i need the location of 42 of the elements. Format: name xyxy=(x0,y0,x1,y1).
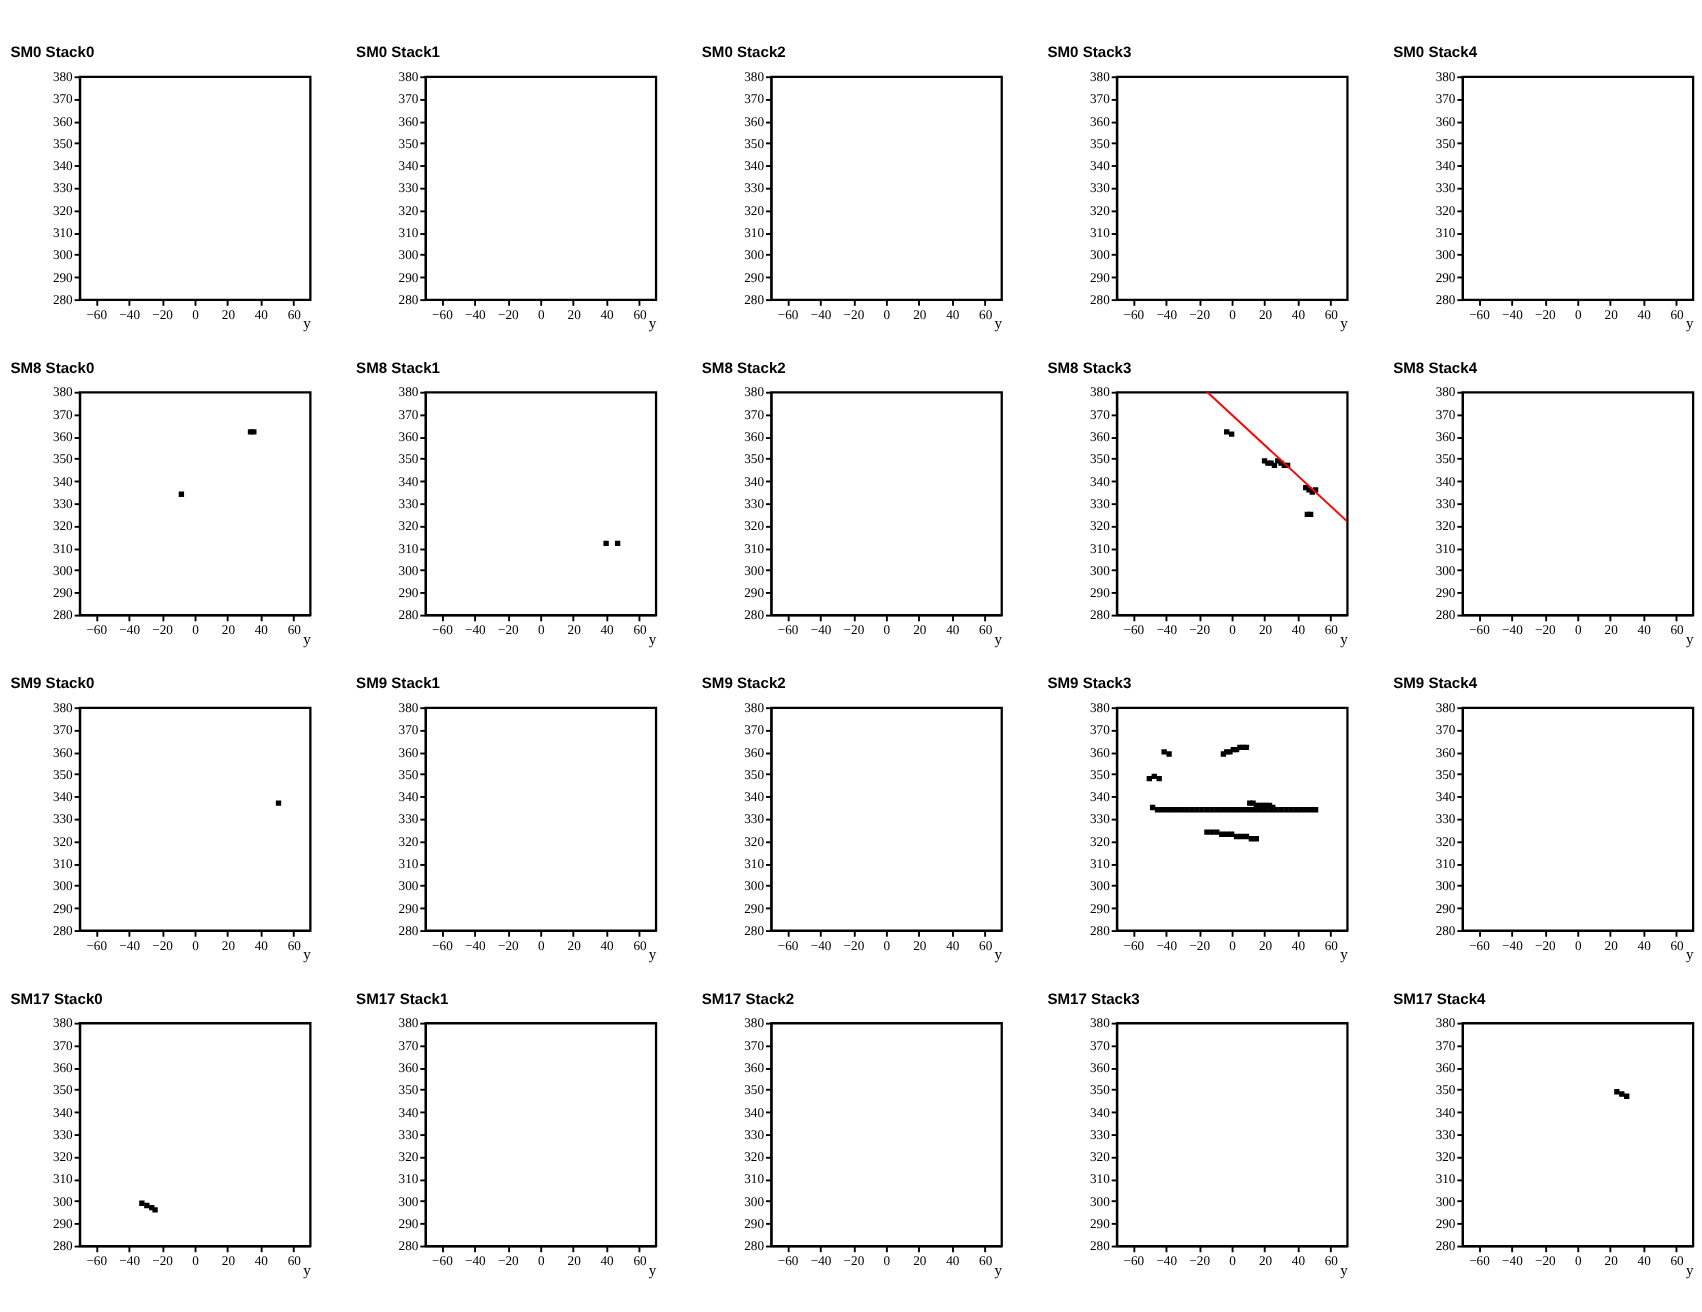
chart-title: SM9 Stack2 xyxy=(701,674,786,693)
point xyxy=(1228,431,1235,437)
x-axis-title: y xyxy=(994,1260,1003,1279)
chart-title: SM9 Stack0 xyxy=(10,674,95,693)
chart-title: SM17 Stack2 xyxy=(701,989,795,1008)
chart-title: SM9 Stack1 xyxy=(356,674,440,693)
x-axis-title: y xyxy=(1340,314,1349,333)
x-axis-title: y xyxy=(648,629,657,648)
chart-title: SM9 Stack4 xyxy=(1393,674,1479,693)
x-axis-title: y xyxy=(648,1260,657,1279)
chart-title: SM17 Stack3 xyxy=(1047,989,1140,1008)
x-axis-title: y xyxy=(994,629,1003,648)
chart-title: SM17 Stack1 xyxy=(356,989,449,1008)
chart-title: SM0 Stack1 xyxy=(356,43,440,62)
chart-title: SM9 Stack3 xyxy=(1047,674,1132,693)
chart-title: SM0 Stack4 xyxy=(1393,43,1479,62)
chart-title: SM0 Stack2 xyxy=(701,43,786,62)
chart-title: SM0 Stack3 xyxy=(1047,43,1132,62)
chart-title: SM8 Stack2 xyxy=(701,358,786,377)
chart-title: SM8 Stack0 xyxy=(10,358,95,377)
point xyxy=(1224,429,1230,435)
chart-title: SM8 Stack1 xyxy=(356,358,440,377)
chart-title: SM17 Stack4 xyxy=(1393,989,1488,1008)
x-axis-title: y xyxy=(1685,629,1694,648)
x-axis-title: y xyxy=(994,945,1003,964)
x-axis-title: y xyxy=(648,314,657,333)
x-axis-title: y xyxy=(1340,1260,1349,1279)
chart-title: SM8 Stack3 xyxy=(1047,358,1132,377)
x-axis-title: y xyxy=(303,1260,312,1279)
x-axis-title: y xyxy=(1685,1260,1694,1279)
chart-title: SM0 Stack0 xyxy=(10,43,95,62)
x-axis-title: y xyxy=(303,945,312,964)
x-axis-title: y xyxy=(648,945,657,964)
x-axis-title: y xyxy=(1340,629,1349,648)
x-axis-title: y xyxy=(303,629,312,648)
chart-title: SM17 Stack0 xyxy=(10,989,103,1008)
x-axis-title: y xyxy=(1685,945,1694,964)
chart-title: SM8 Stack4 xyxy=(1393,358,1479,377)
x-axis-title: y xyxy=(303,314,312,333)
x-axis-title: y xyxy=(994,314,1003,333)
x-axis-title: y xyxy=(1685,314,1694,333)
x-axis-title: y xyxy=(1340,945,1349,964)
